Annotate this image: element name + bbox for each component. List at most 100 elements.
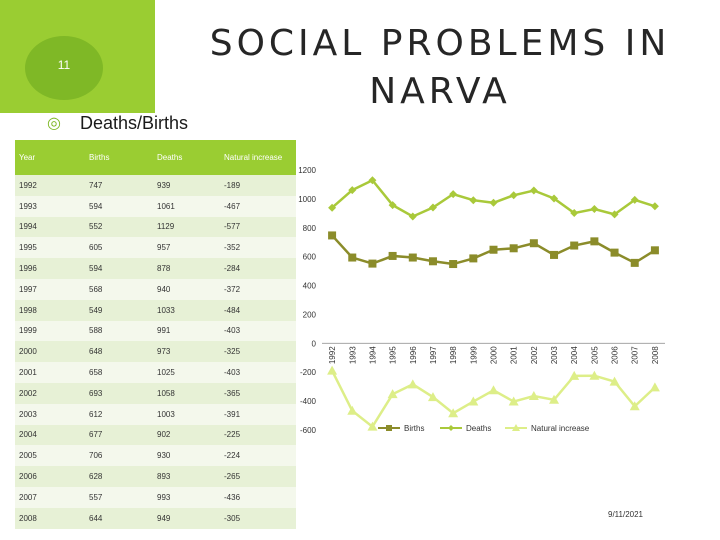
cell-births: 605 [85, 237, 153, 259]
data-point-natural-increase [629, 401, 640, 411]
data-point-deaths [529, 186, 538, 195]
data-point-natural-increase [569, 370, 580, 380]
cell-year: 1995 [15, 237, 85, 259]
data-point-deaths [610, 210, 619, 219]
x-tick-label: 1994 [368, 346, 377, 364]
cell-deaths: 930 [153, 445, 220, 467]
x-tick-label: 2001 [510, 346, 519, 364]
cell-natural-increase: -352 [220, 237, 296, 259]
data-point-deaths [489, 198, 498, 207]
data-point-deaths [469, 196, 478, 205]
x-tick-label: 2005 [590, 346, 599, 364]
y-tick-label: -600 [300, 426, 317, 435]
data-point-births [449, 260, 458, 269]
data-point-deaths [630, 195, 639, 204]
cell-natural-increase: -391 [220, 403, 296, 425]
cell-deaths: 991 [153, 320, 220, 342]
cell-year: 1999 [15, 320, 85, 342]
cell-natural-increase: -403 [220, 362, 296, 383]
table-row: 1996 594 878 -284 [15, 258, 296, 279]
table-row: 1997 568 940 -372 [15, 278, 296, 300]
y-tick-label: -200 [300, 368, 317, 377]
data-point-natural-increase [347, 405, 358, 415]
data-point-births [388, 251, 397, 260]
cell-natural-increase: -225 [220, 424, 296, 446]
data-point-natural-increase [367, 421, 378, 431]
data-point-natural-increase [448, 408, 459, 418]
title-line-1: SOCIAL PROBLEMS IN [209, 23, 671, 64]
y-tick-label: 1200 [298, 166, 316, 175]
table-header-row: Year Births Deaths Natural increase [15, 140, 296, 175]
cell-natural-increase: -372 [220, 278, 296, 300]
data-point-births [570, 241, 579, 250]
table-row: 2008 644 949 -305 [15, 507, 296, 529]
header-births: Births [85, 140, 153, 175]
legend-marker-deaths [448, 425, 454, 431]
cell-year: 2001 [15, 362, 85, 383]
y-tick-label: 0 [312, 339, 317, 348]
cell-year: 1996 [15, 258, 85, 279]
cell-deaths: 993 [153, 486, 220, 508]
data-point-deaths [348, 186, 357, 195]
cell-natural-increase: -577 [220, 216, 296, 238]
data-point-deaths [428, 203, 437, 212]
x-tick-label: 1995 [389, 346, 398, 364]
table-row: 2007 557 993 -436 [15, 486, 296, 508]
data-point-natural-increase [327, 365, 338, 375]
cell-births: 644 [85, 507, 153, 529]
cell-deaths: 949 [153, 507, 220, 529]
legend-label-deaths: Deaths [466, 424, 491, 433]
cell-births: 594 [85, 195, 153, 217]
cell-births: 612 [85, 403, 153, 425]
x-tick-label: 1998 [449, 346, 458, 364]
data-point-natural-increase [387, 389, 398, 399]
cell-deaths: 893 [153, 466, 220, 487]
data-point-births [630, 258, 639, 267]
data-point-natural-increase [488, 385, 499, 395]
cell-natural-increase: -305 [220, 507, 296, 529]
data-point-deaths [388, 201, 397, 210]
cell-natural-increase: -365 [220, 382, 296, 404]
cell-year: 2000 [15, 341, 85, 363]
table-row: 1992 747 939 -189 [15, 175, 296, 196]
data-point-births [650, 246, 659, 255]
x-tick-label: 1992 [328, 346, 337, 364]
cell-births: 552 [85, 216, 153, 238]
cell-year: 2002 [15, 382, 85, 404]
cell-natural-increase: -403 [220, 320, 296, 342]
data-point-natural-increase [549, 394, 560, 404]
cell-year: 2006 [15, 466, 85, 487]
data-point-births [509, 244, 518, 253]
data-point-natural-increase [528, 391, 539, 401]
cell-year: 1993 [15, 195, 85, 217]
cell-births: 693 [85, 382, 153, 404]
cell-deaths: 1061 [153, 195, 220, 217]
cell-deaths: 902 [153, 424, 220, 446]
data-point-births [348, 253, 357, 262]
header-natural-increase: Natural increase [220, 140, 296, 175]
cell-births: 628 [85, 466, 153, 487]
slide-number-badge [25, 36, 103, 100]
cell-natural-increase: -265 [220, 466, 296, 487]
data-point-deaths [368, 176, 377, 185]
cell-deaths: 1003 [153, 403, 220, 425]
table-row: 2001 658 1025 -403 [15, 362, 296, 383]
x-tick-label: 2007 [631, 346, 640, 364]
cell-year: 1998 [15, 299, 85, 321]
data-point-births [469, 254, 478, 263]
cell-year: 2003 [15, 403, 85, 425]
cell-year: 1997 [15, 278, 85, 300]
cell-births: 677 [85, 424, 153, 446]
cell-births: 557 [85, 486, 153, 508]
x-tick-label: 2002 [530, 346, 539, 364]
cell-births: 568 [85, 278, 153, 300]
legend-label-natural-increase: Natural increase [531, 424, 590, 433]
cell-births: 706 [85, 445, 153, 467]
data-point-deaths [590, 205, 599, 213]
cell-deaths: 939 [153, 175, 220, 196]
data-table-container: Year Births Deaths Natural increase 1992… [15, 140, 296, 529]
data-point-deaths [449, 190, 458, 199]
slide-title: SOCIAL PROBLEMS IN NARVA [200, 20, 680, 116]
y-tick-label: 200 [303, 310, 317, 319]
